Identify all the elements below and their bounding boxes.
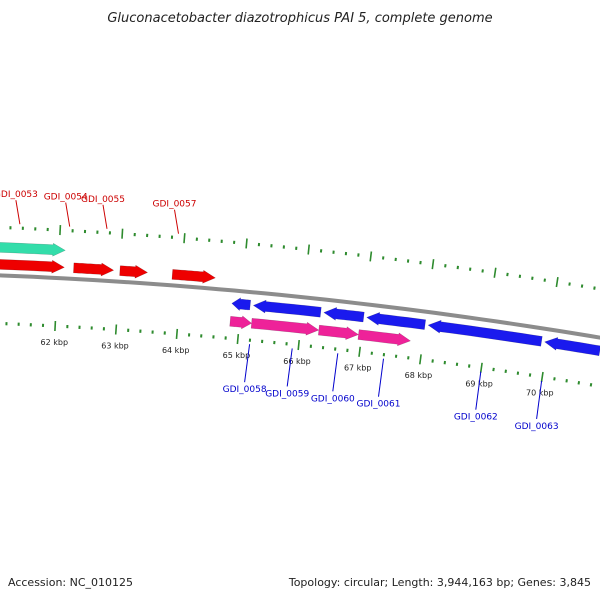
kbp-label: 68 kbp	[405, 371, 433, 380]
gene-arrow[interactable]	[250, 318, 320, 336]
reverse-tick-minor	[492, 367, 495, 372]
reverse-tick-major	[479, 362, 483, 373]
forward-tick-minor	[531, 276, 534, 280]
reverse-gene-track[interactable]	[229, 297, 600, 357]
gene-label[interactable]: GDI_0061	[357, 400, 401, 410]
gene-leader	[174, 209, 179, 234]
gene-arrow[interactable]	[318, 324, 360, 340]
reverse-tick-major	[236, 334, 240, 345]
reverse-tick-major	[297, 340, 300, 351]
forward-tick-major	[245, 238, 248, 249]
accession-text: Accession: NC_010125	[8, 576, 133, 589]
gene-label[interactable]: GDI_0062	[454, 413, 498, 423]
forward-tick-major	[59, 225, 62, 236]
genome-backbone	[0, 273, 600, 340]
gene-leader	[378, 358, 384, 397]
gene-arrow[interactable]	[231, 297, 251, 312]
gene-label-leaders	[15, 200, 543, 419]
reverse-tick-minor	[504, 369, 507, 374]
forward-tick-minor	[481, 269, 484, 273]
forward-tick-minor	[444, 264, 447, 268]
gene-arrow[interactable]	[171, 269, 216, 284]
reverse-tick-major	[175, 328, 179, 339]
gene-label[interactable]: GDI_0055	[81, 195, 125, 205]
gene-arrow[interactable]	[73, 262, 115, 277]
gene-leader	[244, 344, 251, 383]
reverse-tick-minor	[528, 373, 532, 377]
gene-label[interactable]: GDI_0053	[0, 190, 38, 200]
reverse-tick-major	[358, 346, 361, 357]
forward-tick-major	[307, 244, 310, 255]
gene-arrow[interactable]	[119, 264, 149, 279]
reverse-tick-minor	[431, 359, 434, 363]
forward-tick-minor	[580, 284, 584, 288]
gene-arrow[interactable]	[427, 319, 543, 347]
gene-label[interactable]: GDI_0058	[223, 385, 267, 395]
gene-label[interactable]: GDI_0054	[44, 193, 88, 203]
reverse-tick-track	[5, 320, 593, 387]
gene-leader	[475, 371, 482, 410]
kbp-label: 62 kbp	[41, 338, 69, 347]
gene-arrow[interactable]	[323, 307, 365, 323]
gene-leader	[536, 380, 543, 419]
gene-label[interactable]: GDI_0059	[265, 389, 309, 399]
kbp-label: 64 kbp	[162, 346, 190, 355]
forward-tick-major	[369, 251, 373, 262]
genome-summary-text: Topology: circular; Length: 3,944,163 bp…	[288, 576, 591, 589]
gene-leader	[102, 204, 108, 229]
reverse-tick-major	[54, 320, 57, 332]
reverse-tick-minor	[553, 377, 556, 381]
reverse-tick-major	[114, 324, 118, 335]
map-title: Gluconacetobacter diazotrophicus PAI 5, …	[107, 11, 492, 26]
reverse-tick-minor	[589, 383, 593, 387]
kbp-label: 63 kbp	[101, 342, 129, 351]
kbp-label: 67 kbp	[344, 364, 372, 373]
kbp-label: 65 kbp	[223, 351, 251, 360]
gene-leader	[65, 202, 71, 227]
gene-arrow[interactable]	[366, 312, 426, 330]
gene-label[interactable]: GDI_0060	[311, 394, 355, 404]
reverse-tick-minor	[565, 379, 568, 383]
kbp-label: 66 kbp	[283, 357, 311, 366]
forward-tick-major	[555, 276, 559, 288]
forward-tick-major	[121, 228, 124, 239]
gene-arrow[interactable]	[229, 315, 253, 330]
gene-leader	[332, 353, 339, 392]
forward-tick-minor	[568, 282, 571, 286]
gene-arrow[interactable]	[0, 259, 65, 274]
gene-arrow[interactable]	[544, 337, 600, 357]
gene-leader	[15, 200, 21, 225]
forward-tick-minor	[506, 272, 509, 277]
forward-tick-minor	[543, 278, 546, 282]
forward-tick-track	[9, 225, 596, 290]
gene-label[interactable]: GDI_0057	[153, 200, 197, 210]
forward-tick-major	[493, 267, 497, 278]
gene-leader	[286, 348, 293, 387]
reverse-tick-minor	[577, 381, 581, 385]
reverse-tick-major	[540, 371, 544, 383]
forward-tick-minor	[593, 286, 596, 290]
forward-tick-major	[431, 259, 435, 270]
gene-label[interactable]: GDI_0063	[515, 422, 559, 432]
gene-arrow[interactable]	[0, 242, 66, 257]
forward-gene-track[interactable]	[0, 242, 216, 284]
reverse-tick-major	[419, 354, 422, 365]
gene-arrow[interactable]	[252, 299, 322, 318]
gene-arrow[interactable]	[357, 329, 412, 347]
forward-tick-major	[183, 233, 186, 244]
